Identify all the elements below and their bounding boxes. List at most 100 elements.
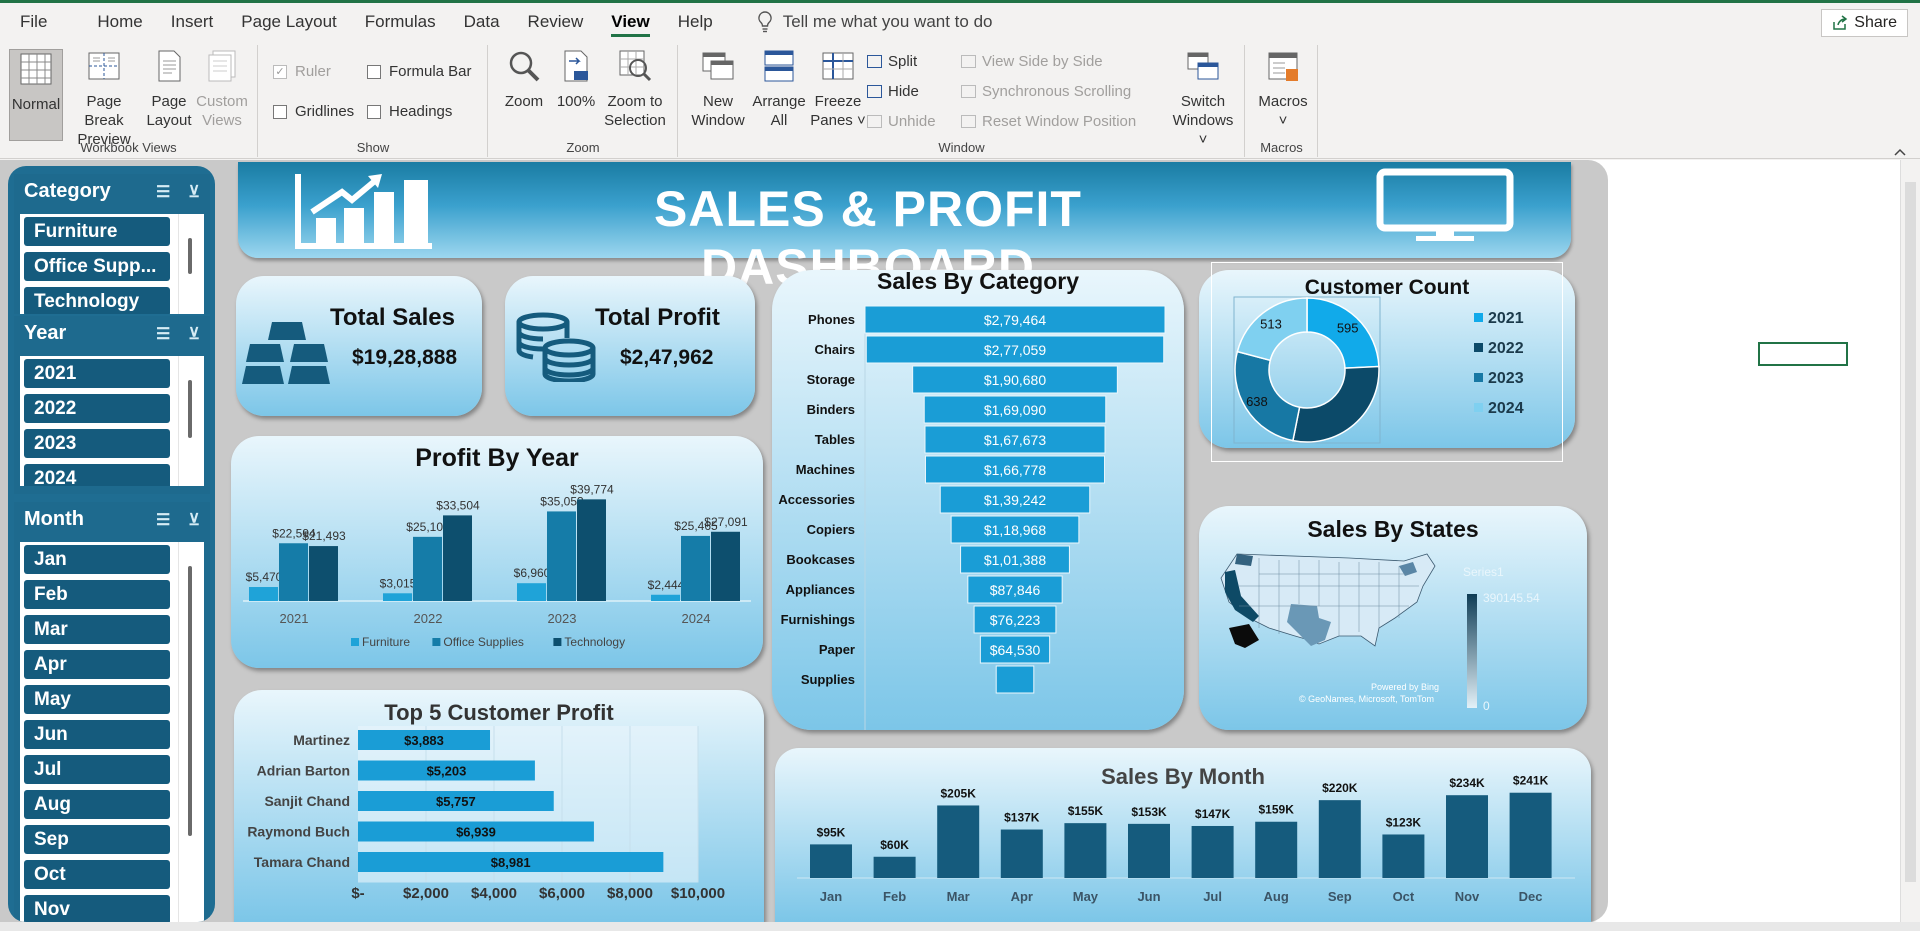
side-by-side-label: View Side by Side (982, 53, 1103, 70)
zoom-100-button[interactable]: 100% (553, 49, 599, 111)
slicer-item-sep[interactable]: Sep (24, 825, 170, 854)
slicer-item-apr[interactable]: Apr (24, 650, 170, 679)
x-tick-label: $4,000 (471, 885, 517, 902)
multi-select-icon[interactable]: ☰ (155, 326, 171, 343)
vertical-scrollbar[interactable] (1900, 160, 1920, 922)
sales-by-category-card: Sales By Category $2,79,464 Phones $2,77,0… (772, 268, 1184, 730)
slicer-item-nov[interactable]: Nov (24, 895, 170, 922)
sales-by-category-chart[interactable]: $2,79,464Phones$2,77,059Chairs$1,90,680S… (772, 270, 1184, 730)
slicer-item-2024[interactable]: 2024 (24, 464, 170, 486)
bar-sanjit-chand (358, 791, 554, 811)
tell-me-search[interactable]: Tell me what you want to do (757, 11, 993, 33)
state-borders (1239, 558, 1419, 636)
data-label: $60K (880, 838, 909, 852)
menu-home[interactable]: Home (97, 12, 143, 31)
view-side-by-side-button[interactable]: View Side by Side (961, 53, 1103, 70)
customer-count-chart[interactable]: 595 638 513 2021 2022 2023 2024 (1199, 270, 1575, 448)
category-slicer-scrollbar[interactable] (178, 214, 200, 314)
vertical-scroll-thumb[interactable] (1905, 182, 1916, 882)
month-slicer-items: Jan Feb Mar Apr May Jun Jul Aug Sep Oct … (20, 542, 204, 922)
menu-help[interactable]: Help (677, 12, 713, 31)
share-button[interactable]: Share (1821, 9, 1908, 37)
zoom-group-label: Zoom (566, 140, 600, 155)
slicer-item-furniture[interactable]: Furniture (24, 217, 170, 246)
month-slicer-scrollbar[interactable] (178, 542, 200, 922)
menu-view[interactable]: View (597, 3, 663, 41)
legend-label: Technology (564, 635, 625, 649)
bar-oct (1382, 834, 1425, 878)
new-window-label-1: New (702, 93, 733, 110)
headings-checkbox[interactable]: Headings (367, 103, 452, 120)
slicer-item-jun[interactable]: Jun (24, 720, 170, 749)
slicer-item-2023[interactable]: 2023 (24, 429, 170, 458)
menu-review[interactable]: Review (527, 12, 584, 31)
worksheet-area[interactable]: Category ☰ ⊻ Furniture Office Supp... Tec… (0, 160, 1900, 922)
bar-apr (1000, 829, 1043, 878)
unhide-button[interactable]: Unhide (867, 113, 936, 130)
arrange-all-button[interactable]: Arrange All (750, 49, 808, 130)
custom-views-button[interactable]: Custom Views (194, 49, 250, 130)
menu-insert[interactable]: Insert (170, 12, 214, 31)
multi-select-icon[interactable]: ☰ (155, 512, 171, 529)
slicer-item-2022[interactable]: 2022 (24, 394, 170, 423)
page-break-preview-button[interactable]: Page Break Preview (66, 49, 142, 149)
texas-shape (1287, 604, 1331, 646)
bar-office-supplies-2022 (413, 536, 442, 601)
custom-views-label-1: Custom (196, 93, 248, 110)
page-layout-button[interactable]: Page Layout (146, 49, 192, 130)
slicer-item-aug[interactable]: Aug (24, 790, 170, 819)
us-map[interactable]: Series1 390145.54 0 Powered by Bing © Ge… (1199, 506, 1587, 730)
new-window-button[interactable]: New Window (689, 49, 747, 130)
clear-filter-icon[interactable]: ⊻ (188, 512, 200, 529)
legend-label: 2021 (1488, 310, 1524, 327)
slicer-item-may[interactable]: May (24, 685, 170, 714)
legend-label: Furniture (362, 635, 410, 649)
menu-file[interactable]: File (20, 12, 48, 31)
multi-select-icon[interactable]: ☰ (155, 184, 171, 201)
hide-button[interactable]: Hide (867, 83, 919, 100)
top5-customer-chart[interactable]: $3,883 Martinez $5,203 Adrian Barton $5,757 S… (234, 690, 764, 922)
tell-me-text: Tell me what you want to do (782, 12, 993, 31)
split-button[interactable]: Split (867, 53, 917, 70)
normal-view-button[interactable]: Normal (9, 49, 63, 141)
formula-bar-checkbox[interactable]: Formula Bar (367, 63, 472, 80)
x-tick-label: Sep (1328, 889, 1352, 904)
macros-group-label: Macros (1260, 140, 1303, 155)
x-tick-label: 2023 (548, 611, 577, 626)
slicer-item-jul[interactable]: Jul (24, 755, 170, 784)
zoom-button[interactable]: Zoom (501, 49, 547, 111)
slicer-item-jan[interactable]: Jan (24, 545, 170, 574)
slicer-item-oct[interactable]: Oct (24, 860, 170, 889)
sales-by-month-chart[interactable]: $95K Jan $60K Feb $205K Mar $137K Apr $155K May $1… (775, 748, 1591, 922)
bar-technology-2022 (443, 515, 472, 601)
zoom-to-selection-button[interactable]: Zoom to Selection (599, 49, 671, 130)
slicer-item-technology[interactable]: Technology (24, 287, 170, 314)
menu-formulas[interactable]: Formulas (364, 12, 436, 31)
month-slicer-title: Month (24, 507, 84, 530)
ruler-checkbox[interactable]: ✓ Ruler (273, 63, 331, 80)
synchronous-scrolling-button[interactable]: Synchronous Scrolling (961, 83, 1131, 100)
slicer-item-2021[interactable]: 2021 (24, 359, 170, 388)
profit-by-year-chart[interactable]: $5,470 $22,594$21,493 2021 $3,015 $25,101 $33… (231, 436, 763, 668)
data-label: $220K (1322, 781, 1358, 795)
freeze-panes-button[interactable]: Freeze Panes ˅ (810, 49, 866, 130)
year-slicer-scrollbar[interactable] (178, 356, 200, 486)
month-slicer-header: Month ☰ ⊻ (14, 502, 210, 536)
slicer-item-office-supplies[interactable]: Office Supp... (24, 252, 170, 281)
clear-filter-icon[interactable]: ⊻ (188, 184, 200, 201)
slicer-item-feb[interactable]: Feb (24, 580, 170, 609)
macros-group: Macros ˅ Macros (1246, 45, 1318, 157)
selected-cell[interactable] (1758, 342, 1848, 366)
x-tick-label: Dec (1519, 889, 1543, 904)
reset-window-position-button[interactable]: Reset Window Position (961, 113, 1136, 130)
macros-button[interactable]: Macros ˅ (1254, 49, 1312, 130)
slicer-item-mar[interactable]: Mar (24, 615, 170, 644)
menu-page-layout[interactable]: Page Layout (241, 12, 337, 31)
x-tick-label: Nov (1455, 889, 1480, 904)
gridlines-checkbox[interactable]: Gridlines (273, 103, 354, 120)
bar-adrian-barton (358, 760, 535, 781)
clear-filter-icon[interactable]: ⊻ (188, 326, 200, 343)
menu-data[interactable]: Data (463, 12, 500, 31)
collapse-ribbon-icon[interactable] (1894, 148, 1906, 156)
switch-windows-button[interactable]: Switch Windows ˅ (1167, 49, 1239, 149)
